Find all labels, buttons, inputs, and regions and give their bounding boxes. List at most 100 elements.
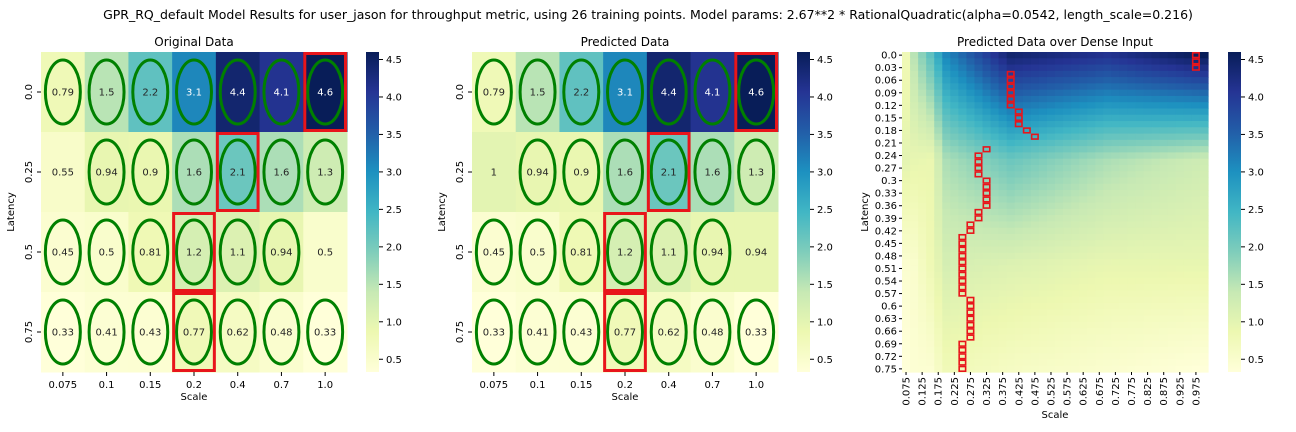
dense-heatmap-cell (1127, 221, 1137, 229)
dense-heatmap-cell (1006, 77, 1016, 84)
dense-heatmap-cell (934, 58, 943, 66)
dense-heatmap-cell (902, 89, 911, 97)
dense-heatmap-cell (1006, 152, 1016, 160)
dense-heatmap-cell (1183, 121, 1193, 128)
dense-heatmap-cell (1055, 334, 1064, 342)
dense-heatmap-cell (990, 233, 1000, 241)
dense-heatmap-cell (910, 353, 919, 361)
dense-heatmap-cell (990, 271, 1000, 279)
dense-heatmap-cell (1127, 95, 1137, 103)
dense-heatmap-cell (1103, 233, 1112, 241)
dense-heatmap-cell (1111, 340, 1121, 348)
dense-heatmap-cell (1143, 89, 1153, 97)
dense-heatmap-cell (1143, 246, 1153, 254)
dense-heatmap-cell (1046, 127, 1056, 135)
dense-heatmap-cell (1103, 190, 1112, 197)
dense-heatmap-cell (1159, 108, 1169, 116)
cell-value-label: 1.6 (273, 168, 289, 179)
dense-heatmap-cell (1183, 328, 1193, 335)
dense-heatmap-cell (1038, 227, 1048, 235)
dense-heatmap-cell (926, 315, 935, 323)
dense-heatmap-cell (1079, 121, 1088, 128)
panel-title: Predicted Data over Dense Input (957, 35, 1153, 49)
dense-heatmap-cell (1175, 171, 1185, 179)
dense-heatmap-cell (1127, 202, 1137, 210)
dense-heatmap-cell (990, 158, 1000, 166)
dense-heatmap-cell (1006, 133, 1016, 141)
dense-heatmap-cell (902, 171, 911, 179)
dense-heatmap-cell (1079, 64, 1088, 72)
dense-heatmap-cell (1030, 321, 1040, 329)
dense-heatmap-cell (1191, 83, 1201, 91)
dense-heatmap-cell (1119, 227, 1129, 235)
dense-heatmap-cell (942, 108, 951, 116)
dense-heatmap-cell (1079, 139, 1088, 147)
dense-heatmap-cell (958, 146, 968, 153)
dense-heatmap-cell (1199, 208, 1209, 216)
max-highlight-box (974, 164, 983, 172)
dense-heatmap-cell (942, 334, 951, 342)
dense-heatmap-cell (926, 121, 935, 128)
dense-heatmap-cell (998, 102, 1008, 110)
max-highlight-box (982, 183, 991, 191)
dense-heatmap-cell (990, 146, 1000, 153)
dense-heatmap-cell (1055, 359, 1064, 367)
dense-heatmap-cell (1030, 240, 1040, 248)
dense-heatmap-cell (1063, 290, 1072, 298)
dense-heatmap-cell (1119, 202, 1129, 210)
dense-heatmap-cell (1038, 302, 1048, 310)
dense-heatmap-cell (934, 334, 943, 342)
dense-heatmap-cell (1135, 328, 1145, 335)
dense-heatmap-cell (1071, 95, 1080, 103)
colorbar-tick-label: 1.0 (386, 317, 402, 328)
y-tick-label: 0.75 (455, 321, 466, 343)
dense-heatmap-cell (1071, 70, 1080, 78)
dense-heatmap-cell (926, 271, 935, 279)
dense-heatmap-cell (974, 164, 984, 172)
dense-heatmap-cell (910, 277, 919, 285)
dense-heatmap-cell (1143, 321, 1153, 329)
dense-heatmap-cell (950, 359, 959, 367)
dense-heatmap-cell (982, 277, 992, 285)
dense-heatmap-cell (1030, 353, 1040, 361)
dense-heatmap-cell (1071, 284, 1080, 292)
dense-heatmap-cell (1119, 177, 1129, 185)
dense-heatmap-cell (1046, 233, 1056, 241)
dense-heatmap-cell (1030, 83, 1040, 91)
dense-heatmap-cell (1030, 302, 1040, 310)
dense-heatmap-cell (926, 328, 935, 335)
dense-heatmap-cell (1063, 284, 1072, 292)
training-point-ellipse (218, 298, 257, 366)
dense-heatmap-cell (1079, 259, 1088, 266)
cell-value-label: 1.5 (99, 88, 115, 99)
dense-heatmap-cell (902, 108, 911, 116)
dense-heatmap-cell (1111, 277, 1121, 285)
dense-heatmap-cell (974, 64, 984, 72)
dense-heatmap-cell (918, 265, 927, 273)
dense-heatmap-cell (1022, 171, 1032, 179)
dense-heatmap-cell (934, 277, 943, 285)
dense-heatmap-cell (966, 290, 976, 298)
dense-heatmap-cell (1030, 196, 1040, 204)
dense-heatmap-cell (1151, 215, 1161, 223)
dense-heatmap-cell (1127, 52, 1137, 59)
x-tick-label: 0.875 (1159, 377, 1170, 406)
dense-heatmap-cell (918, 89, 927, 97)
dense-heatmap-cell (1119, 302, 1129, 310)
dense-heatmap-cell (926, 265, 935, 273)
dense-heatmap-cell (1143, 202, 1153, 210)
heatmap-cell (172, 292, 217, 373)
dense-heatmap-cell (1167, 340, 1177, 348)
dense-heatmap-cell (1127, 127, 1137, 135)
dense-heatmap-cell (1038, 290, 1048, 298)
dense-heatmap-cell (1038, 240, 1048, 248)
dense-heatmap-cell (1095, 121, 1104, 128)
dense-heatmap-cell (1087, 171, 1096, 179)
dense-heatmap-cell (1175, 353, 1185, 361)
dense-heatmap-cell (1127, 271, 1137, 279)
dense-heatmap-cell (1079, 233, 1088, 241)
dense-heatmap-cell (966, 334, 976, 342)
training-point-ellipse (131, 138, 170, 206)
dense-heatmap-cell (1167, 196, 1177, 204)
